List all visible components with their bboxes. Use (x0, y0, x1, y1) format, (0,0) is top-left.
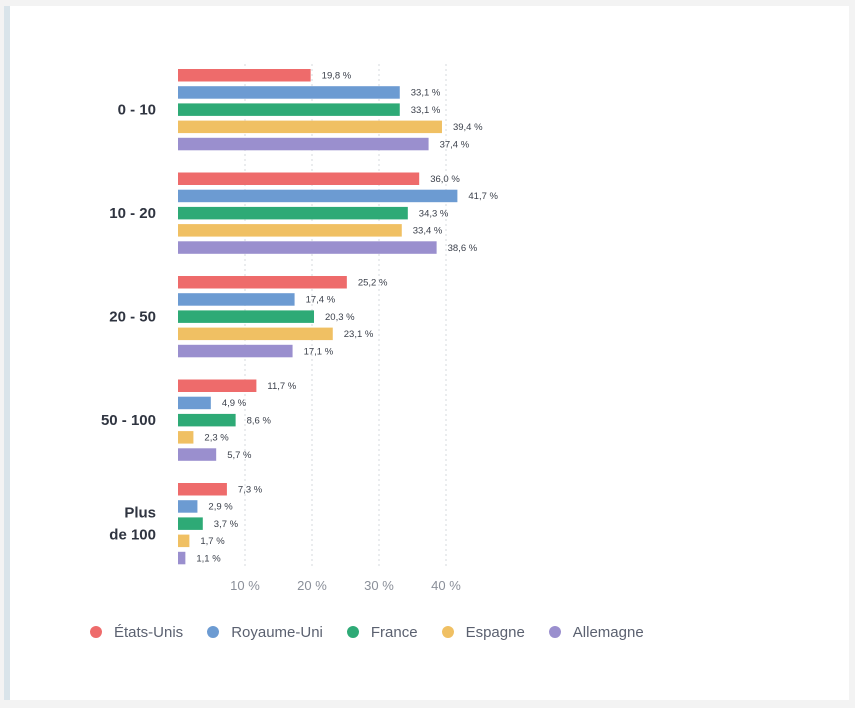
x-tick-label: 30 % (364, 578, 394, 593)
value-label: 33,1 % (411, 88, 441, 99)
legend-label: Allemagne (572, 623, 644, 641)
category-label: Plus (124, 505, 156, 522)
legend-dot-icon (90, 626, 102, 638)
legend-item-espagne[interactable]: Espagne (441, 623, 525, 641)
bar-etats-unis-1 (178, 69, 311, 82)
value-label: 39,4 % (453, 122, 483, 133)
legend-dot-icon (441, 626, 454, 638)
bar-espagne-4 (178, 431, 194, 444)
legend-item-etats-unis[interactable]: États-Unis (90, 624, 183, 641)
value-label: 41,7 % (468, 191, 498, 202)
bar-allemagne-1 (178, 137, 429, 151)
bar-france-3 (178, 310, 315, 323)
value-label: 33,1 % (411, 105, 441, 116)
value-label: 36,0 % (430, 174, 460, 185)
legend-item-france[interactable]: France (346, 623, 418, 641)
card-accent-bar (4, 6, 10, 700)
bar-espagne-3 (178, 327, 333, 341)
value-label: 4,9 % (222, 398, 247, 409)
category-label: 50 - 100 (101, 412, 156, 429)
bar-france-1 (178, 103, 400, 116)
value-label: 23,1 % (344, 329, 374, 340)
bar-royaume-uni-3 (178, 293, 295, 306)
bar-etats-unis-5 (178, 483, 227, 496)
value-label: 38,6 % (448, 243, 478, 254)
legend-dot-icon (346, 626, 359, 638)
value-label: 1,7 % (200, 536, 225, 547)
bar-royaume-uni-4 (178, 396, 211, 410)
bar-espagne-5 (178, 534, 190, 548)
chart-legend: États-Unis Royaume-Uni France Espagne Allema… (90, 621, 644, 643)
bar-royaume-uni-2 (178, 189, 458, 203)
value-label: 3,7 % (214, 519, 239, 530)
legend-label: France (370, 623, 418, 641)
bar-royaume-uni-1 (178, 86, 400, 99)
x-tick-label: 40 % (431, 578, 461, 593)
value-label: 17,4 % (306, 295, 336, 306)
value-label: 8,6 % (247, 415, 272, 426)
value-label: 17,1 % (304, 346, 334, 357)
value-label: 11,7 % (267, 381, 296, 392)
bar-france-5 (178, 517, 203, 530)
legend-item-allemagne[interactable]: Allemagne (548, 623, 644, 641)
value-label: 33,4 % (413, 226, 443, 237)
category-label: 20 - 50 (109, 309, 156, 326)
value-label: 25,2 % (358, 278, 388, 289)
value-label: 37,4 % (440, 139, 470, 150)
legend-label: Espagne (465, 623, 525, 641)
bar-allemagne-5 (178, 551, 186, 565)
value-label: 34,3 % (419, 208, 449, 219)
bar-allemagne-2 (178, 241, 437, 254)
bar-france-2 (178, 206, 408, 220)
bar-allemagne-4 (178, 448, 217, 461)
bar-royaume-uni-5 (178, 500, 198, 513)
value-label: 5,7 % (227, 450, 252, 461)
value-label: 2,9 % (208, 502, 233, 513)
category-label: 0 - 10 (118, 102, 156, 119)
x-tick-label: 10 % (230, 578, 260, 593)
value-label: 20,3 % (325, 312, 355, 323)
category-label: de 100 (109, 527, 156, 544)
legend-dot-icon (207, 626, 220, 638)
category-label: 10 - 20 (109, 205, 156, 222)
bar-allemagne-3 (178, 344, 293, 358)
legend-dot-icon (548, 626, 561, 638)
value-label: 19,8 % (322, 71, 352, 82)
bar-espagne-2 (178, 224, 402, 237)
legend-item-royaume-uni[interactable]: Royaume-Uni (207, 624, 323, 641)
value-label: 2,3 % (204, 433, 229, 444)
legend-label: Royaume-Uni (231, 623, 323, 641)
bar-france-4 (178, 413, 236, 427)
bar-espagne-1 (178, 120, 442, 134)
bar-etats-unis-4 (178, 379, 257, 392)
value-label: 1,1 % (196, 553, 221, 564)
bar-etats-unis-2 (178, 172, 420, 185)
legend-label: États-Unis (114, 623, 184, 641)
bar-etats-unis-3 (178, 276, 347, 289)
value-label: 7,3 % (238, 485, 263, 496)
x-tick-label: 20 % (297, 578, 327, 593)
